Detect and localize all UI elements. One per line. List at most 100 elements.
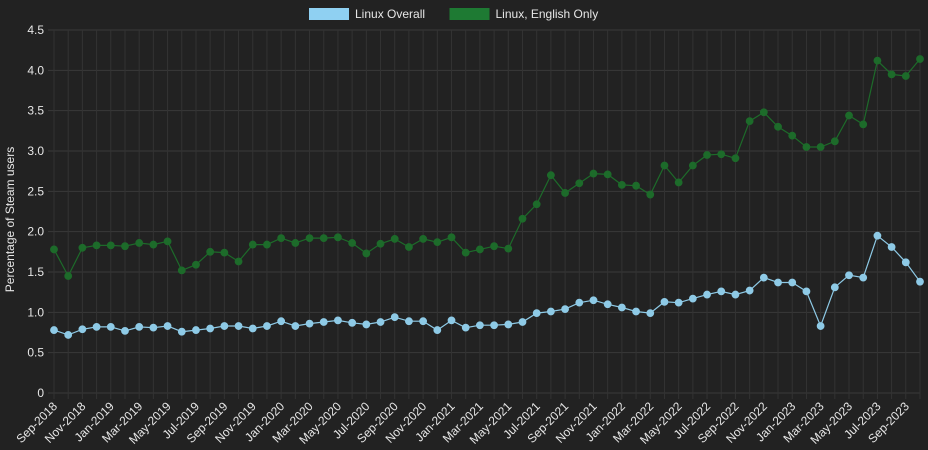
data-point[interactable]	[646, 190, 655, 199]
data-point[interactable]	[319, 234, 328, 243]
data-point[interactable]	[816, 143, 825, 151]
data-point[interactable]	[248, 240, 257, 249]
data-point[interactable]	[518, 318, 527, 326]
data-point[interactable]	[149, 323, 158, 332]
data-point[interactable]	[632, 181, 640, 190]
data-point[interactable]	[163, 237, 172, 246]
data-point[interactable]	[419, 317, 428, 326]
data-point[interactable]	[887, 243, 896, 251]
data-point[interactable]	[263, 322, 271, 330]
data-point[interactable]	[447, 233, 456, 242]
data-point[interactable]	[192, 326, 200, 334]
data-point[interactable]	[859, 120, 868, 129]
data-point[interactable]	[745, 117, 754, 126]
data-point[interactable]	[561, 305, 569, 314]
data-point[interactable]	[206, 324, 215, 333]
data-point[interactable]	[916, 277, 924, 286]
data-point[interactable]	[617, 180, 626, 189]
legend-item[interactable]: Linux Overall	[309, 7, 425, 21]
data-point[interactable]	[461, 323, 470, 332]
data-point[interactable]	[561, 189, 569, 197]
data-point[interactable]	[433, 238, 442, 247]
chart-legend[interactable]: Linux Overall Linux, English Only	[309, 7, 598, 21]
data-point[interactable]	[376, 318, 385, 326]
data-point[interactable]	[248, 324, 257, 333]
data-point[interactable]	[92, 322, 101, 331]
data-point[interactable]	[263, 240, 271, 249]
data-point[interactable]	[646, 309, 655, 318]
data-point[interactable]	[78, 325, 87, 334]
data-point[interactable]	[106, 241, 115, 250]
data-point[interactable]	[92, 241, 101, 250]
data-point[interactable]	[64, 272, 73, 280]
data-point[interactable]	[305, 234, 314, 243]
data-point[interactable]	[177, 327, 186, 336]
data-point[interactable]	[476, 321, 484, 330]
data-point[interactable]	[362, 249, 371, 258]
data-point[interactable]	[873, 56, 882, 65]
data-point[interactable]	[873, 231, 882, 240]
data-point[interactable]	[802, 143, 811, 151]
data-point[interactable]	[546, 171, 555, 180]
data-point[interactable]	[305, 319, 314, 328]
data-point[interactable]	[277, 234, 286, 243]
data-point[interactable]	[830, 137, 839, 146]
data-point[interactable]	[334, 316, 342, 325]
data-point[interactable]	[589, 169, 598, 178]
data-point[interactable]	[390, 235, 399, 243]
data-point[interactable]	[234, 322, 243, 330]
data-point[interactable]	[291, 322, 300, 330]
data-point[interactable]	[433, 326, 442, 334]
data-point[interactable]	[660, 297, 669, 306]
data-point[interactable]	[688, 161, 697, 170]
data-point[interactable]	[405, 317, 413, 326]
data-point[interactable]	[504, 320, 513, 329]
data-point[interactable]	[348, 239, 357, 247]
data-point[interactable]	[490, 242, 498, 251]
data-point[interactable]	[206, 247, 215, 256]
data-point[interactable]	[745, 286, 754, 295]
data-point[interactable]	[717, 150, 726, 159]
data-point[interactable]	[916, 55, 924, 63]
data-point[interactable]	[163, 322, 172, 330]
data-point[interactable]	[390, 313, 399, 322]
data-point[interactable]	[603, 300, 612, 309]
data-point[interactable]	[731, 290, 740, 299]
data-point[interactable]	[674, 178, 683, 187]
data-point[interactable]	[816, 322, 825, 330]
data-point[interactable]	[859, 273, 868, 282]
data-point[interactable]	[490, 321, 498, 330]
data-point[interactable]	[135, 322, 144, 331]
data-point[interactable]	[234, 257, 243, 266]
data-point[interactable]	[518, 214, 527, 223]
data-point[interactable]	[220, 248, 229, 257]
data-point[interactable]	[632, 307, 640, 316]
data-point[interactable]	[788, 131, 797, 140]
data-point[interactable]	[830, 283, 839, 292]
data-point[interactable]	[476, 245, 484, 254]
data-point[interactable]	[348, 318, 357, 327]
data-point[interactable]	[575, 298, 584, 307]
data-point[interactable]	[121, 326, 129, 335]
data-point[interactable]	[50, 326, 58, 334]
data-point[interactable]	[532, 309, 541, 318]
data-point[interactable]	[901, 258, 910, 267]
data-point[interactable]	[192, 260, 200, 269]
data-point[interactable]	[376, 239, 385, 248]
data-point[interactable]	[121, 242, 129, 251]
data-point[interactable]	[504, 244, 513, 253]
data-point[interactable]	[149, 240, 158, 249]
data-point[interactable]	[703, 151, 711, 159]
data-point[interactable]	[461, 248, 470, 257]
data-point[interactable]	[362, 320, 371, 329]
data-point[interactable]	[788, 278, 797, 287]
data-point[interactable]	[135, 239, 144, 247]
data-point[interactable]	[660, 161, 669, 170]
data-point[interactable]	[603, 170, 612, 179]
data-point[interactable]	[50, 245, 58, 254]
data-point[interactable]	[220, 322, 229, 330]
data-point[interactable]	[674, 298, 683, 307]
data-point[interactable]	[64, 331, 73, 339]
legend-item[interactable]: Linux, English Only	[449, 7, 599, 21]
data-point[interactable]	[405, 243, 413, 251]
